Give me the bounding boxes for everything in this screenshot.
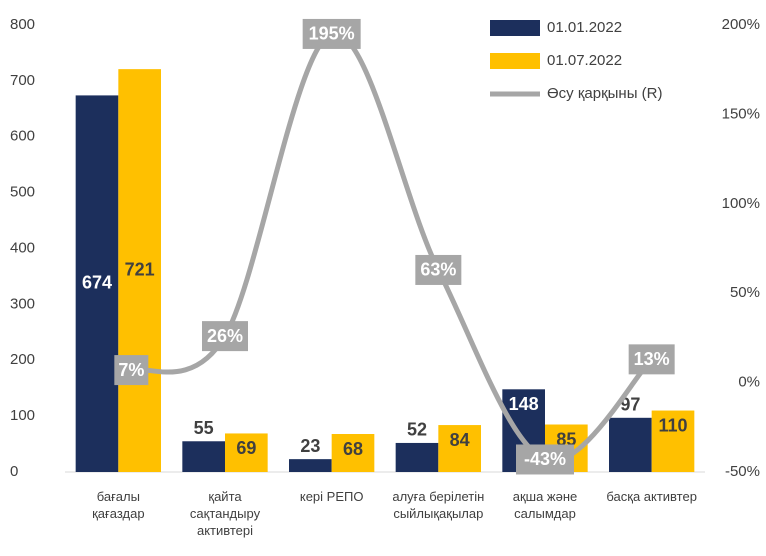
x-tick-label: қайта сақтандыру активтері — [190, 489, 261, 538]
y-tick-label: 600 — [10, 128, 35, 145]
bar-label: 69 — [236, 438, 256, 458]
x-tick-line: сыйлықақылар — [393, 506, 483, 521]
x-tick-line: кері РЕПО — [300, 489, 364, 504]
bar — [331, 434, 375, 472]
x-tick-label: кері РЕПО — [300, 489, 364, 504]
line-label: 13% — [634, 349, 670, 369]
legend-label: 01.07.2022 — [547, 52, 622, 69]
y2-tick-label: 200% — [722, 16, 760, 33]
bar — [289, 459, 332, 472]
y-tick-label: 700 — [10, 72, 35, 89]
line-label-box — [202, 321, 248, 352]
bar — [225, 433, 268, 472]
y-tick-label: 500 — [10, 184, 35, 201]
y2-tick-label: -50% — [725, 463, 760, 480]
y-tick-label: 300 — [10, 295, 35, 312]
y-tick-label: 200 — [10, 351, 35, 368]
bar-label: 674 — [82, 272, 112, 292]
y2-tick-label: 0% — [738, 374, 760, 391]
line-label-box — [628, 344, 675, 375]
x-tick-line: алуға берілетін — [392, 489, 484, 504]
bar — [651, 410, 695, 472]
bar-label: 148 — [509, 394, 539, 414]
bar — [438, 425, 481, 472]
bar-label: 721 — [125, 259, 155, 279]
legend-swatch — [490, 53, 540, 69]
line-label: 7% — [118, 360, 144, 380]
line-label-box — [114, 355, 149, 386]
bar — [182, 441, 225, 472]
x-tick-label: алуға берілетін сыйлықақылар — [392, 489, 484, 521]
x-tick-line: салымдар — [514, 506, 576, 521]
line-label-box — [415, 254, 462, 285]
line-label: 195% — [309, 24, 355, 44]
x-tick-line: активтері — [197, 523, 253, 538]
bar-label: 23 — [300, 436, 320, 456]
line-label: 26% — [207, 326, 243, 346]
line-label: 63% — [420, 260, 456, 280]
x-tick-label: бағалы қағаздар — [92, 489, 144, 521]
bar-label: 84 — [450, 430, 470, 450]
bar-label: 85 — [556, 429, 576, 449]
x-tick-line: қағаздар — [92, 506, 144, 521]
bar-label: 97 — [620, 395, 640, 415]
y2-tick-label: 100% — [722, 195, 760, 212]
bar — [609, 417, 652, 472]
line-label-box — [302, 18, 361, 49]
bar-label: 55 — [194, 418, 214, 438]
x-tick-label: басқа активтер — [606, 489, 697, 504]
y2-tick-label: 150% — [722, 105, 760, 122]
x-tick-line: қайта — [208, 489, 242, 504]
x-tick-line: сақтандыру — [190, 506, 261, 521]
legend-label: 01.01.2022 — [547, 19, 622, 36]
y2-tick-label: 50% — [730, 284, 760, 301]
y-tick-label: 400 — [10, 239, 35, 256]
line-label: -43% — [524, 449, 566, 469]
x-tick-line: бағалы — [97, 489, 140, 504]
bar-label: 110 — [658, 415, 687, 435]
legend-swatch — [490, 20, 540, 36]
bar-label: 68 — [343, 439, 363, 459]
line-label-box — [516, 444, 574, 475]
y-tick-label: 0 — [10, 463, 18, 480]
x-tick-line: басқа активтер — [606, 489, 697, 504]
y-tick-label: 100 — [10, 407, 35, 424]
bar — [395, 442, 439, 472]
x-tick-label: ақша және салымдар — [513, 489, 578, 521]
bar — [75, 95, 119, 472]
y-tick-label: 800 — [10, 16, 35, 33]
legend-label: Өсу қарқыны (R) — [547, 85, 662, 102]
x-tick-line: ақша және — [513, 489, 578, 504]
bar — [118, 69, 161, 473]
bar-label: 52 — [407, 420, 427, 440]
